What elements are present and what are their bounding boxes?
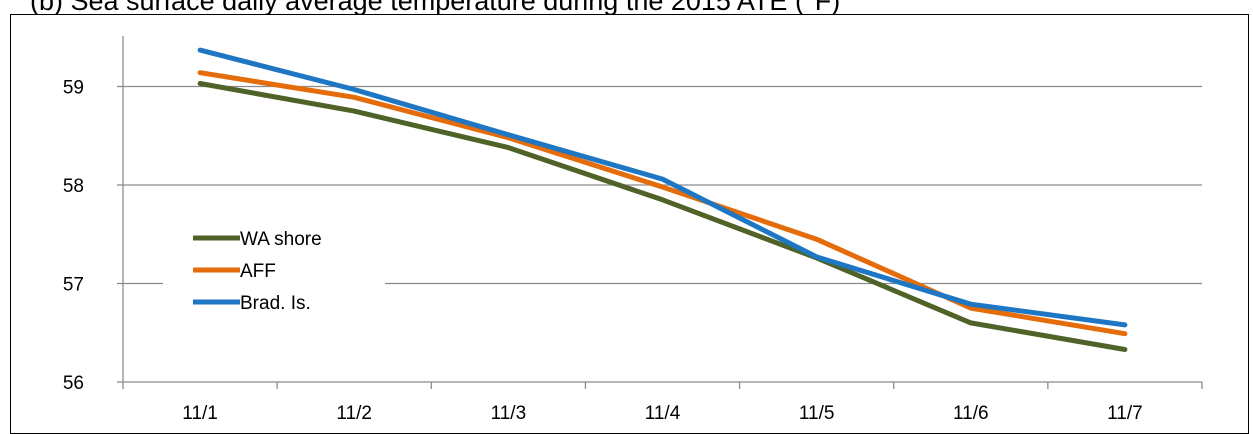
x-tick-label: 11/7 [1107,403,1143,424]
y-tick-label: 57 [63,275,84,296]
legend-label: AFF [240,261,276,282]
series-line [197,81,1128,352]
x-tick-label: 11/6 [953,403,989,424]
chart-title: (b) Sea surface daily average temperatur… [30,0,841,16]
legend: WA shore AFF Brad. Is. [193,229,322,314]
y-tick-label: 58 [63,176,84,197]
series-line [197,70,1128,337]
series-lines [197,47,1128,352]
x-tick-label: 11/5 [799,403,835,424]
x-tick-label: 11/3 [491,403,527,424]
x-tick-label: 11/4 [645,403,681,424]
series-line [197,47,1128,328]
legend-label: Brad. Is. [240,293,311,314]
x-tick-label: 11/1 [182,403,218,424]
axes: 56 57 58 59 11/1 11/2 11/3 11/4 11/5 11/6 11/7 [63,36,1203,424]
y-tick-label: 59 [63,78,84,99]
x-tick-label: 11/2 [336,403,372,424]
y-tick-label: 56 [63,373,84,394]
legend-label: WA shore [240,229,322,250]
